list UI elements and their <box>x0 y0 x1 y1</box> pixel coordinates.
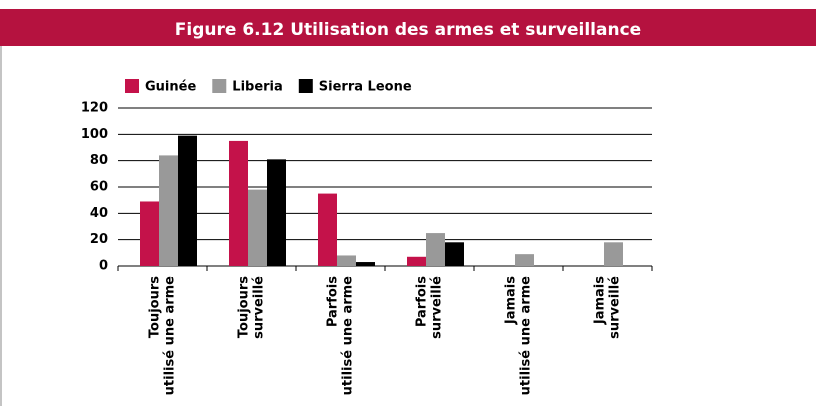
bar <box>248 189 267 266</box>
y-tick-label: 20 <box>90 232 108 247</box>
legend-swatch <box>125 79 139 93</box>
bar <box>426 233 445 266</box>
x-tick-label: utilisé une arme <box>163 276 178 396</box>
legend-label: Liberia <box>232 80 283 95</box>
bar <box>356 262 375 266</box>
bar <box>178 135 197 266</box>
legend-swatch <box>212 79 227 93</box>
legend-label: Guinée <box>145 80 196 95</box>
bar <box>267 159 286 266</box>
bar <box>140 201 159 266</box>
x-tick-label: Toujours <box>148 276 163 338</box>
bar <box>407 256 426 266</box>
bar <box>159 155 178 266</box>
x-tick-label: utilisé une arme <box>519 276 534 396</box>
y-tick-label: 120 <box>81 101 108 116</box>
bar <box>445 242 464 266</box>
x-tick-label: surveillé <box>252 276 267 339</box>
y-tick-label: 100 <box>81 127 108 142</box>
bar <box>337 255 356 266</box>
bar <box>229 140 248 266</box>
y-tick-label: 80 <box>90 153 108 168</box>
x-tick-label: Parfois <box>326 276 341 327</box>
y-tick-label: 0 <box>99 259 108 274</box>
bar <box>604 242 623 266</box>
x-tick-label: surveillé <box>608 276 623 339</box>
x-tick-label: Jamais <box>504 276 519 325</box>
x-tick-label: Jamais <box>593 276 608 325</box>
chart-title: Figure 6.12 Utilisation des armes et sur… <box>175 20 641 40</box>
legend-swatch <box>298 79 313 93</box>
x-tick-label: Toujours <box>237 276 252 338</box>
legend-label: Sierra Leone <box>319 80 412 95</box>
x-tick-label: utilisé une arme <box>341 276 356 396</box>
bar <box>515 254 534 266</box>
y-tick-label: 60 <box>90 180 108 195</box>
x-tick-label: Parfois <box>415 276 430 327</box>
x-tick-label: surveillé <box>430 276 445 339</box>
bar <box>318 193 337 266</box>
banner-top-gap <box>0 0 816 10</box>
y-tick-label: 40 <box>90 206 108 221</box>
